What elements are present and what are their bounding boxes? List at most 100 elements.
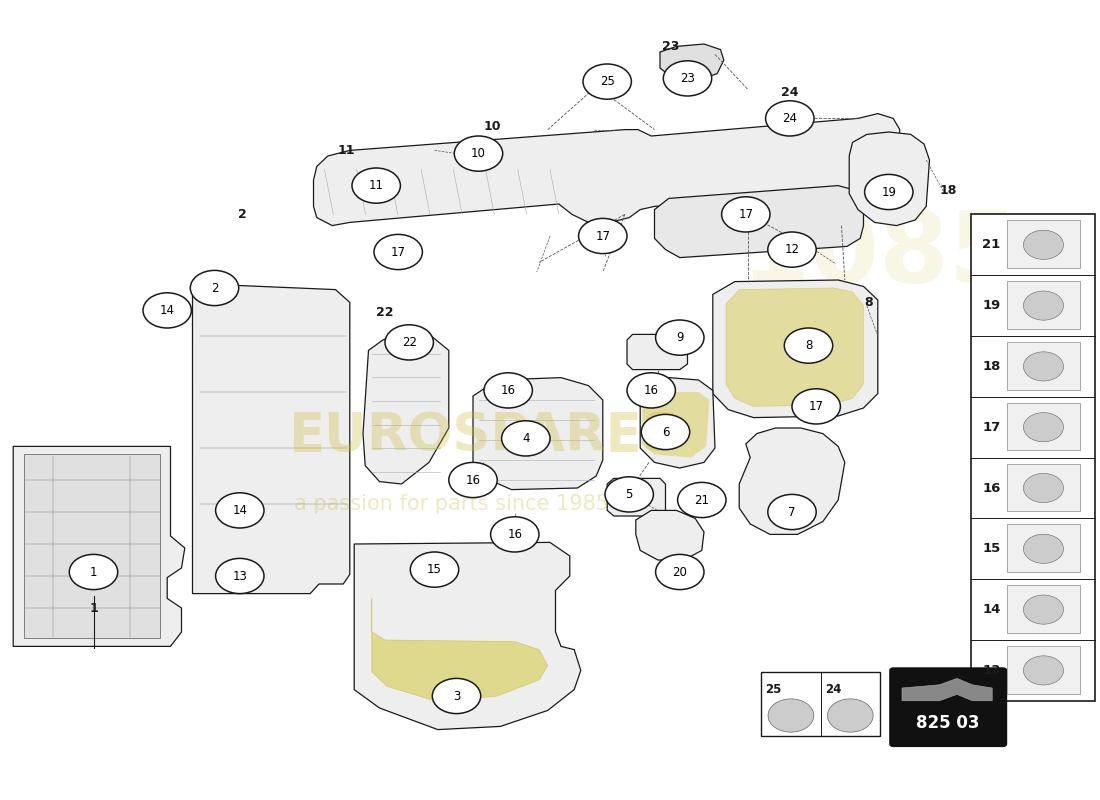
Text: 8: 8	[805, 339, 812, 352]
Text: 19: 19	[881, 186, 896, 198]
Polygon shape	[640, 378, 715, 468]
Text: 4: 4	[522, 432, 529, 445]
Text: 15: 15	[427, 563, 442, 576]
Polygon shape	[24, 454, 160, 638]
Circle shape	[502, 421, 550, 456]
Polygon shape	[473, 378, 603, 490]
Circle shape	[454, 136, 503, 171]
Circle shape	[766, 101, 814, 136]
Text: a passion for parts since 1985: a passion for parts since 1985	[294, 494, 608, 514]
Circle shape	[432, 678, 481, 714]
Text: 24: 24	[825, 683, 842, 697]
Circle shape	[768, 699, 814, 732]
Circle shape	[865, 174, 913, 210]
Circle shape	[656, 320, 704, 355]
Polygon shape	[354, 542, 581, 730]
Circle shape	[579, 218, 627, 254]
Text: 19: 19	[982, 299, 1001, 312]
Text: 2: 2	[238, 208, 246, 221]
Bar	[1006, 282, 1080, 329]
Polygon shape	[372, 598, 548, 702]
Text: 14: 14	[232, 504, 248, 517]
Text: 9: 9	[676, 331, 683, 344]
Circle shape	[656, 554, 704, 590]
Polygon shape	[636, 510, 704, 560]
Circle shape	[374, 234, 422, 270]
Polygon shape	[739, 428, 845, 534]
Text: 11: 11	[338, 144, 355, 157]
Text: 16: 16	[465, 474, 481, 486]
Circle shape	[216, 558, 264, 594]
Text: 25: 25	[600, 75, 615, 88]
Polygon shape	[726, 288, 864, 406]
Circle shape	[69, 554, 118, 590]
Circle shape	[449, 462, 497, 498]
Text: 17: 17	[982, 421, 1001, 434]
Circle shape	[827, 699, 873, 732]
Polygon shape	[13, 446, 185, 646]
Text: 10: 10	[484, 120, 502, 133]
Text: 25: 25	[766, 683, 782, 697]
Circle shape	[784, 328, 833, 363]
Text: 10: 10	[471, 147, 486, 160]
Bar	[1006, 525, 1080, 572]
Text: 23: 23	[662, 40, 680, 53]
Text: 17: 17	[390, 246, 406, 258]
Text: 17: 17	[738, 208, 754, 221]
Bar	[1006, 464, 1080, 511]
Text: 16: 16	[507, 528, 522, 541]
Circle shape	[190, 270, 239, 306]
FancyBboxPatch shape	[890, 668, 1007, 746]
Text: EUROSPARES: EUROSPARES	[288, 410, 680, 462]
Bar	[761, 672, 880, 736]
Text: 17: 17	[808, 400, 824, 413]
Circle shape	[627, 373, 675, 408]
Text: 24: 24	[781, 86, 799, 98]
Text: 14: 14	[160, 304, 175, 317]
Circle shape	[1023, 595, 1064, 624]
Polygon shape	[654, 186, 864, 258]
Polygon shape	[642, 392, 710, 458]
Circle shape	[143, 293, 191, 328]
Text: 825 03: 825 03	[916, 714, 980, 732]
Polygon shape	[363, 332, 449, 484]
Text: 24: 24	[782, 112, 797, 125]
Text: 14: 14	[982, 603, 1001, 616]
Polygon shape	[627, 334, 688, 370]
Bar	[971, 214, 1094, 701]
Text: 17: 17	[595, 230, 610, 242]
Text: 2: 2	[211, 282, 218, 294]
Polygon shape	[902, 678, 992, 701]
Circle shape	[410, 552, 459, 587]
Circle shape	[641, 414, 690, 450]
Text: 22: 22	[402, 336, 417, 349]
Circle shape	[768, 232, 816, 267]
Circle shape	[678, 482, 726, 518]
Circle shape	[484, 373, 532, 408]
Text: 8: 8	[865, 296, 873, 309]
Circle shape	[385, 325, 433, 360]
Text: 20: 20	[672, 566, 688, 578]
Circle shape	[792, 389, 840, 424]
Circle shape	[583, 64, 631, 99]
Polygon shape	[192, 284, 350, 594]
Polygon shape	[660, 44, 724, 80]
Polygon shape	[607, 478, 666, 516]
Circle shape	[1023, 474, 1064, 502]
Text: 16: 16	[644, 384, 659, 397]
Text: 23: 23	[680, 72, 695, 85]
Text: 21: 21	[694, 494, 710, 506]
Text: 13: 13	[232, 570, 248, 582]
Text: 5: 5	[626, 488, 632, 501]
Circle shape	[722, 197, 770, 232]
Circle shape	[216, 493, 264, 528]
Circle shape	[1023, 230, 1064, 259]
Text: 6: 6	[662, 426, 669, 438]
Polygon shape	[314, 114, 900, 226]
Circle shape	[605, 477, 653, 512]
Text: 16: 16	[500, 384, 516, 397]
Polygon shape	[849, 132, 930, 226]
Circle shape	[663, 61, 712, 96]
Text: 18: 18	[982, 360, 1001, 373]
Circle shape	[1023, 656, 1064, 685]
